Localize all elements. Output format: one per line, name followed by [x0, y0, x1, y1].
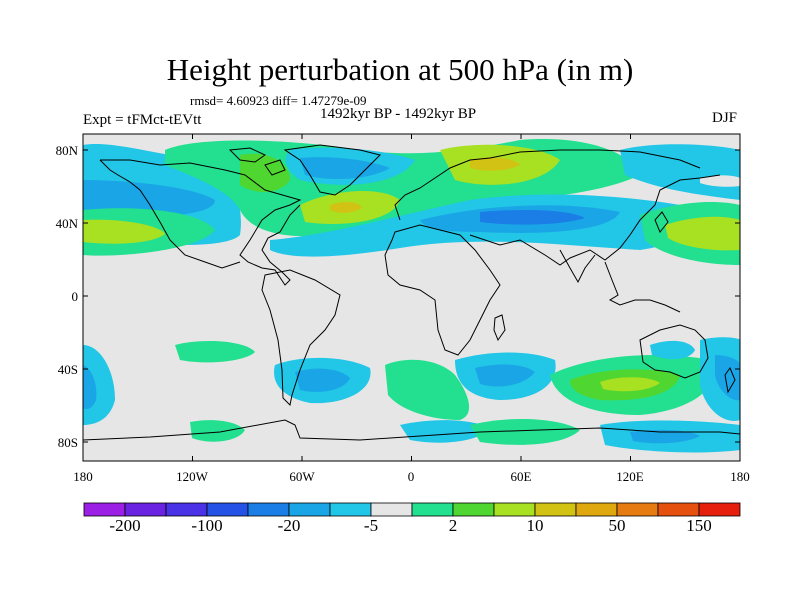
contour-region — [295, 368, 350, 392]
lat-label-80n: 80N — [55, 143, 78, 158]
lat-label-40s: 40S — [57, 362, 78, 377]
colorbar-label: 150 — [686, 516, 712, 535]
rmsd-diff-stats: rmsd= 4.60923 diff= 1.47279e-09 — [190, 93, 367, 108]
season-label: DJF — [712, 110, 738, 126]
contour-region — [300, 157, 390, 180]
colorbar-label: 2 — [448, 516, 458, 535]
colorbar-swatch — [575, 502, 618, 517]
lon-label-180e: 180 — [730, 469, 750, 484]
coastline-europe — [394, 149, 701, 221]
colorbar-swatch — [124, 502, 167, 517]
contour-region — [400, 420, 490, 443]
contour-region — [385, 359, 470, 420]
contour-region — [190, 420, 245, 442]
colorbar-swatch — [329, 502, 372, 517]
coastlines — [83, 144, 740, 441]
colorbar-swatch — [534, 502, 577, 517]
contour-region — [175, 340, 255, 363]
contour-region — [650, 340, 695, 360]
coastline-north-america — [100, 159, 302, 286]
colorbar-swatch — [370, 502, 413, 517]
contour-region — [470, 157, 520, 171]
contour-region — [700, 175, 740, 187]
contour-region — [715, 355, 740, 401]
colorbar-label: 10 — [526, 516, 544, 535]
period-label: 1492kyr BP - 1492kyr BP — [320, 106, 477, 122]
colorbar-swatch — [616, 502, 659, 517]
colorbar-swatch — [247, 502, 290, 517]
colorbar-label: -100 — [191, 516, 223, 535]
contour-region — [665, 216, 740, 251]
contour-region — [83, 180, 215, 217]
contour-region — [620, 144, 740, 200]
colorbar-label: 50 — [608, 516, 626, 535]
colorbar-swatch — [657, 502, 700, 517]
coastline-africa — [384, 224, 501, 356]
contour-field — [83, 134, 740, 461]
colorbar-swatch — [165, 502, 208, 517]
contour-region — [83, 219, 165, 244]
contour-region — [83, 365, 97, 410]
colorbar-swatch — [493, 502, 536, 517]
contour-region — [600, 377, 660, 392]
coastline-japan — [654, 211, 669, 233]
coastline-india — [559, 249, 596, 284]
lon-label-180w: 180 — [73, 469, 93, 484]
colorbar-swatch — [206, 502, 249, 517]
colorbar — [83, 502, 741, 517]
colorbar-label: -5 — [363, 516, 379, 535]
contour-region — [330, 202, 362, 213]
experiment-label: Expt = tFMct-tEVtt — [83, 112, 202, 128]
axis-ticks — [82, 134, 741, 461]
lon-label-60e: 60E — [510, 469, 532, 484]
contour-region — [240, 153, 290, 192]
lat-label-80s: 80S — [57, 435, 78, 450]
colorbar-label: -200 — [109, 516, 141, 535]
colorbar-swatch — [83, 502, 126, 517]
coastline-south-america — [261, 269, 341, 407]
lon-label-120e: 120E — [616, 469, 644, 484]
coastline-antarctica — [83, 419, 740, 441]
coastline-north-america-west — [99, 159, 241, 269]
coastline-greenland — [283, 144, 381, 196]
contour-region — [470, 418, 580, 445]
contour-region — [475, 364, 535, 387]
coastline-arctic-islands — [228, 147, 286, 176]
lon-label-60w: 60W — [289, 469, 315, 484]
coastline-new-zealand — [724, 366, 736, 394]
colorbar-label: -20 — [277, 516, 301, 535]
colorbar-swatch — [411, 502, 454, 517]
contour-region — [630, 429, 700, 444]
coastline-asia — [469, 174, 721, 266]
lat-label-equator: 0 — [71, 289, 79, 304]
colorbar-swatch — [452, 502, 495, 517]
coastline-southeast-asia — [604, 261, 681, 313]
map-title: Height perturbation at 500 hPa (in m) — [166, 52, 634, 87]
colorbar-swatch — [288, 502, 331, 517]
coastline-australia — [639, 324, 709, 379]
lon-label-0: 0 — [407, 469, 415, 484]
colorbar-swatch — [698, 502, 741, 517]
lat-label-40n: 40N — [55, 216, 78, 231]
contour-region — [480, 210, 585, 225]
coastline-madagascar — [493, 314, 506, 342]
lon-label-120w: 120W — [176, 469, 208, 484]
